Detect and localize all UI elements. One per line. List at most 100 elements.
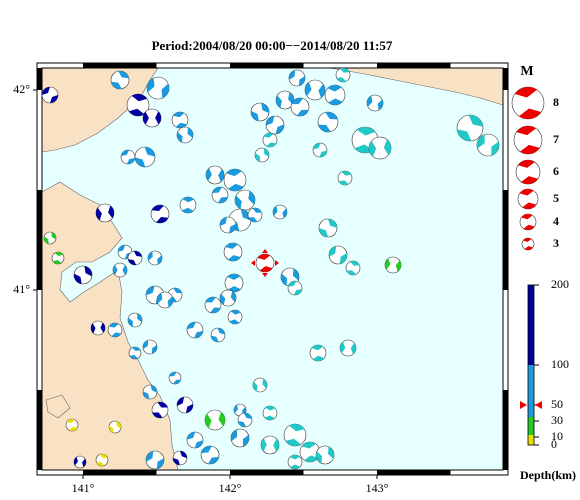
beachball <box>210 327 226 343</box>
frame-segment <box>230 470 304 475</box>
beachball-quadrant <box>457 115 483 141</box>
beachball <box>127 250 143 266</box>
beachball-quadrant <box>91 322 105 334</box>
beachball-quadrant <box>211 328 225 342</box>
beachball-quadrant <box>313 143 327 158</box>
beachball-quadrant <box>272 206 287 218</box>
beachball <box>275 90 295 110</box>
beachball-quadrant <box>516 126 540 154</box>
beachball <box>345 260 361 276</box>
beachball <box>299 441 321 463</box>
beachball-quadrant <box>109 421 121 433</box>
beachball-quadrant <box>226 169 244 191</box>
beachball <box>147 250 163 266</box>
depth-tick-label: 0 <box>551 437 557 451</box>
beachball-quadrant <box>177 397 193 413</box>
beachball <box>335 67 351 83</box>
beachball-quadrant <box>135 147 155 167</box>
beachball <box>176 126 194 144</box>
legend-magnitude-label: 8 <box>553 95 559 109</box>
beachball <box>513 125 543 155</box>
beachball <box>237 412 253 428</box>
beachball <box>112 262 128 278</box>
beachball <box>171 111 189 129</box>
beachball-quadrant <box>263 133 277 147</box>
beachball-quadrant <box>121 149 135 165</box>
beachball <box>120 149 136 165</box>
beachball <box>95 453 109 467</box>
beachball <box>521 237 535 251</box>
beachball-quadrant <box>477 134 499 156</box>
beachball-quadrant <box>305 81 325 99</box>
beachball-quadrant <box>315 446 334 464</box>
legend-title: M <box>520 64 533 79</box>
beachball <box>287 454 303 470</box>
beachball <box>519 213 537 231</box>
main-event-arrow <box>262 273 268 277</box>
beachball <box>224 273 244 293</box>
beachball-quadrant <box>231 429 249 447</box>
beachball <box>219 216 237 234</box>
beachball <box>134 146 156 168</box>
beachball <box>150 204 170 224</box>
beachball <box>110 70 130 90</box>
beachball <box>337 170 353 186</box>
beachball-quadrant <box>129 347 141 359</box>
beachball <box>254 147 270 163</box>
beachball <box>324 84 346 106</box>
beachball-quadrant <box>288 281 302 295</box>
beachball-quadrant <box>514 86 542 120</box>
beachball-quadrant <box>338 170 352 186</box>
beachball <box>151 401 169 419</box>
frame-segment <box>37 390 42 470</box>
beachball-quadrant <box>152 402 168 418</box>
beachball-quadrant <box>235 191 255 209</box>
beachball-quadrant <box>318 112 338 132</box>
beachball-quadrant <box>281 268 299 286</box>
beachball <box>288 69 306 87</box>
map-title: Period:2004/08/20 00:00−−2014/08/20 11:5… <box>152 38 393 53</box>
beachball-quadrant <box>518 160 538 185</box>
beachball <box>142 384 158 400</box>
beachball-quadrant <box>521 214 535 230</box>
beachball <box>260 435 280 455</box>
beachball-quadrant <box>336 68 350 82</box>
beachball-quadrant <box>311 345 325 362</box>
colorbar-mid <box>528 365 534 417</box>
beachball-quadrant <box>157 292 173 308</box>
beachball <box>211 186 229 204</box>
beachball-quadrant <box>108 323 122 337</box>
depth-tick-label: 30 <box>551 413 563 427</box>
beachball <box>255 253 275 273</box>
colorbar-surface <box>528 435 534 445</box>
beachball <box>476 133 500 157</box>
beachball <box>90 320 106 336</box>
lon-tick-label: 143° <box>366 481 389 495</box>
beachball-quadrant <box>172 451 187 465</box>
beachball-quadrant <box>385 258 401 272</box>
events <box>41 67 500 470</box>
frame-segment <box>83 63 157 68</box>
frame-segment <box>37 190 42 290</box>
beachball <box>108 420 122 434</box>
beachball <box>515 159 541 185</box>
beachball-quadrant <box>255 148 269 162</box>
beachball-quadrant <box>113 265 128 275</box>
frame-segment <box>503 190 508 290</box>
beachball <box>368 136 392 160</box>
beachball <box>309 344 327 362</box>
beachball-quadrant <box>519 189 537 209</box>
beachball <box>223 242 243 262</box>
beachball <box>456 114 484 142</box>
depth-tick-label: 10 <box>551 429 563 443</box>
beachball <box>186 431 204 449</box>
beachball-quadrant <box>205 297 221 313</box>
beachball-quadrant <box>44 232 57 244</box>
beachball <box>65 418 79 432</box>
frame-segment <box>83 470 157 475</box>
beachball-quadrant <box>128 94 148 116</box>
beachball <box>219 289 237 307</box>
main-event-depth-marker <box>520 401 542 409</box>
beachball <box>366 94 384 112</box>
